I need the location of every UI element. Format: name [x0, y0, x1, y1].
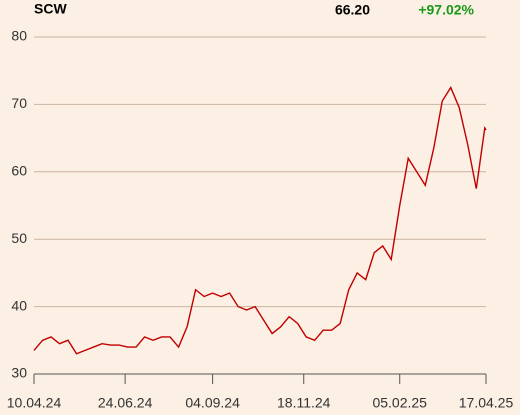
x-tick-label: 05.02.25 [372, 395, 427, 411]
change: +97.02% [418, 2, 474, 18]
x-tick-label: 10.04.24 [7, 395, 62, 411]
y-tick-label: 80 [11, 28, 27, 44]
x-tick-label: 24.06.24 [98, 395, 153, 411]
x-tick-label: 17.04.25 [459, 395, 514, 411]
x-tick-label: 04.09.24 [185, 395, 240, 411]
y-tick-label: 70 [11, 95, 27, 111]
y-tick-label: 60 [11, 163, 27, 179]
price-line [33, 86, 487, 355]
y-tick-label: 30 [11, 365, 27, 381]
price: 66.20 [335, 2, 370, 18]
y-tick-label: 40 [11, 297, 27, 313]
y-tick-label: 50 [11, 230, 27, 246]
symbol: SCW [34, 1, 67, 17]
x-tick-label: 18.11.24 [277, 395, 331, 411]
